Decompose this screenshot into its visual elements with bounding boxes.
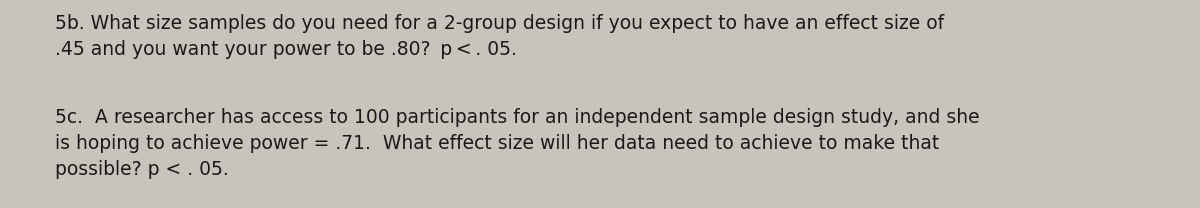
Text: 5c.  A researcher has access to 100 participants for an independent sample desig: 5c. A researcher has access to 100 parti… — [55, 108, 979, 127]
Text: 5b. What size samples do you need for a 2-group design if you expect to have an : 5b. What size samples do you need for a … — [55, 14, 944, 33]
Text: is hoping to achieve power = .71.  What effect size will her data need to achiev: is hoping to achieve power = .71. What e… — [55, 134, 940, 153]
Text: possible? p < . 05.: possible? p < . 05. — [55, 160, 229, 179]
Text: .45 and you want your power to be .80?  p < . 05.: .45 and you want your power to be .80? p… — [55, 40, 517, 59]
